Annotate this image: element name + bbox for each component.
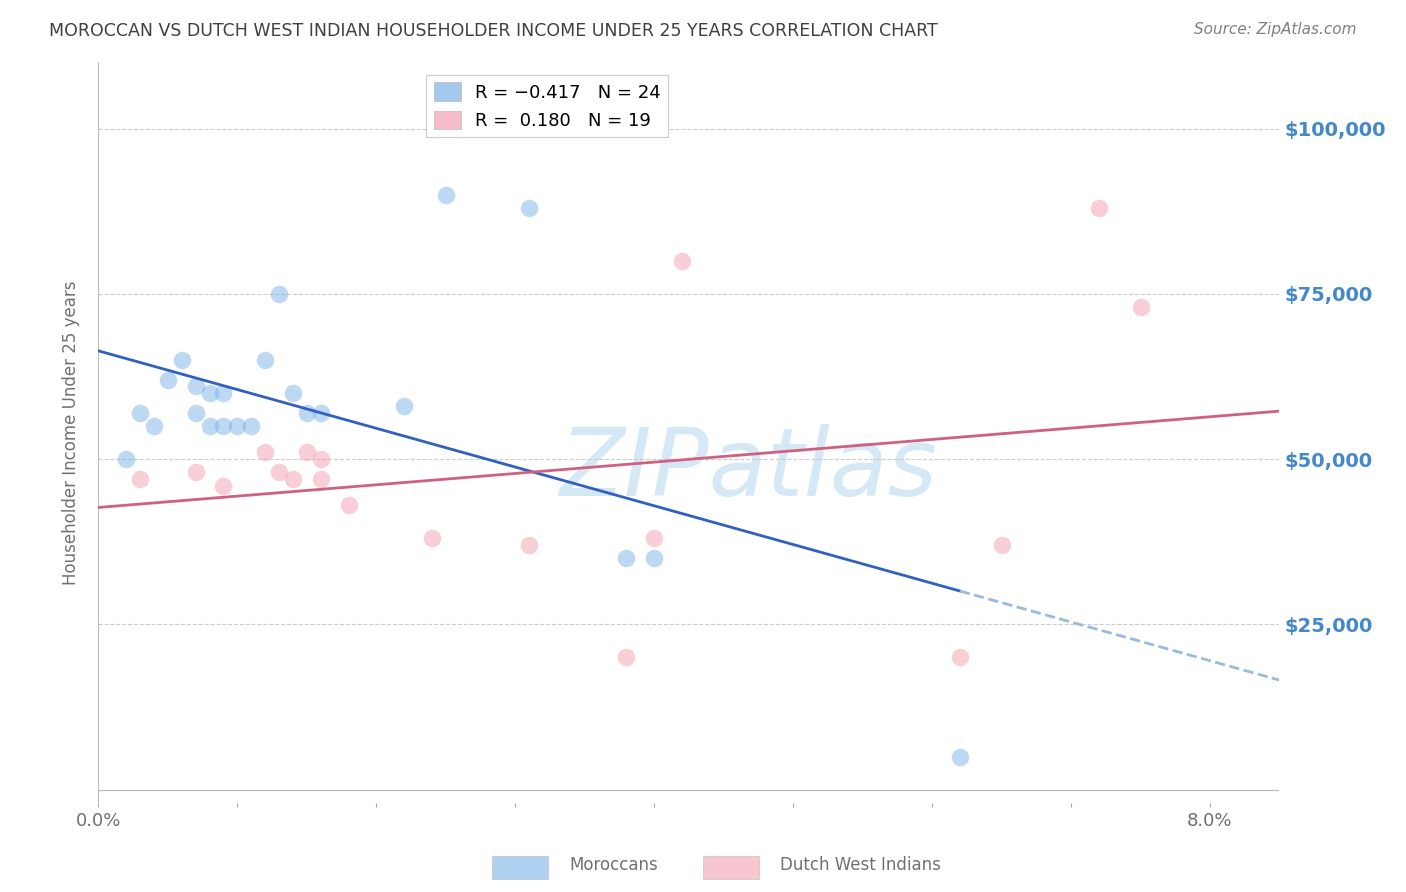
Text: Moroccans: Moroccans	[569, 856, 658, 874]
Point	[184, 465, 207, 479]
Point	[990, 538, 1012, 552]
Point	[517, 538, 540, 552]
Point	[295, 445, 318, 459]
Point	[212, 386, 235, 401]
Point	[212, 478, 235, 492]
Point	[170, 352, 193, 367]
Point	[226, 419, 249, 434]
Point	[309, 452, 332, 467]
Point	[184, 406, 207, 420]
Point	[949, 650, 972, 665]
Point	[212, 419, 235, 434]
Point	[517, 201, 540, 215]
Point	[198, 386, 221, 401]
Point	[198, 419, 221, 434]
Point	[1088, 201, 1111, 215]
Text: MOROCCAN VS DUTCH WEST INDIAN HOUSEHOLDER INCOME UNDER 25 YEARS CORRELATION CHAR: MOROCCAN VS DUTCH WEST INDIAN HOUSEHOLDE…	[49, 22, 938, 40]
Point	[1129, 300, 1152, 314]
Point	[240, 419, 263, 434]
Point	[643, 532, 665, 546]
Point	[267, 286, 290, 301]
Point	[420, 532, 443, 546]
Point	[129, 406, 152, 420]
Point	[281, 472, 304, 486]
Point	[115, 452, 138, 467]
Point	[434, 187, 457, 202]
Text: ZIPatlas: ZIPatlas	[560, 424, 936, 516]
Point	[643, 551, 665, 566]
Point	[949, 749, 972, 764]
Point	[143, 419, 166, 434]
Point	[616, 551, 638, 566]
Point	[281, 386, 304, 401]
Point	[267, 465, 290, 479]
Point	[184, 379, 207, 393]
Point	[309, 406, 332, 420]
Point	[129, 472, 152, 486]
Point	[309, 472, 332, 486]
Point	[671, 253, 693, 268]
Text: Source: ZipAtlas.com: Source: ZipAtlas.com	[1194, 22, 1357, 37]
Point	[295, 406, 318, 420]
Point	[254, 445, 277, 459]
Y-axis label: Householder Income Under 25 years: Householder Income Under 25 years	[62, 280, 80, 585]
Legend: R = −0.417   N = 24, R =  0.180   N = 19: R = −0.417 N = 24, R = 0.180 N = 19	[426, 75, 668, 137]
Point	[616, 650, 638, 665]
Point	[392, 399, 415, 413]
Point	[254, 352, 277, 367]
Point	[337, 499, 360, 513]
Text: Dutch West Indians: Dutch West Indians	[780, 856, 941, 874]
Point	[156, 373, 179, 387]
